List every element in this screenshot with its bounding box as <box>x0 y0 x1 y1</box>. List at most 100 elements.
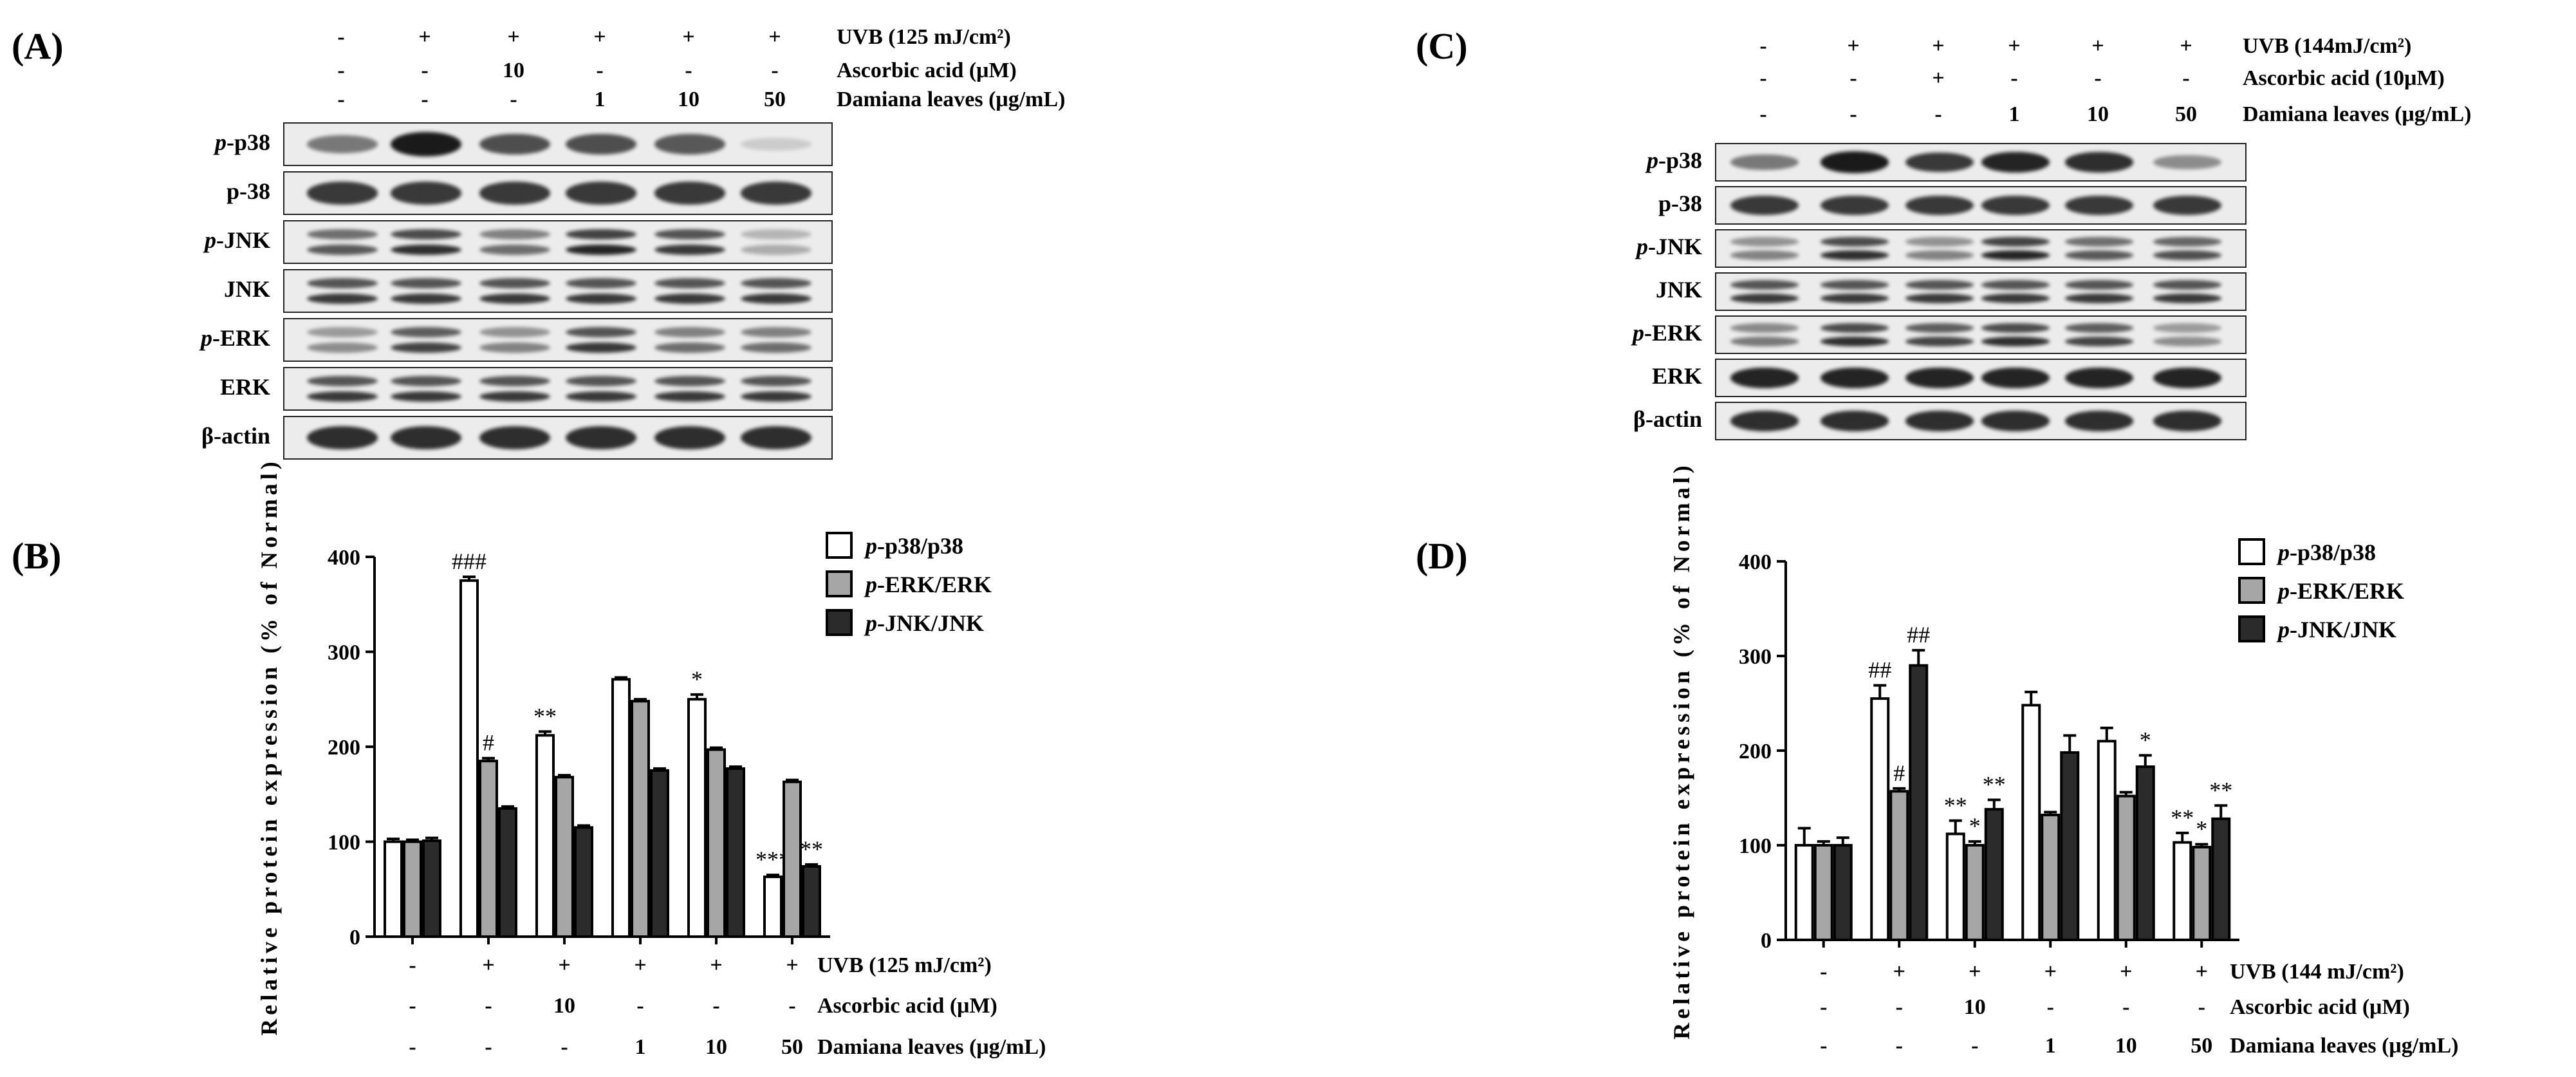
treatment-sign: - <box>485 1035 492 1059</box>
blot-band <box>1981 280 2050 290</box>
blot-label-name: JNK <box>1656 277 1702 303</box>
blot-band <box>390 131 462 157</box>
blot-strip <box>283 416 833 460</box>
panel-label-b: (B) <box>12 535 62 577</box>
treatment-sign: - <box>337 25 345 49</box>
blot-band <box>306 375 378 387</box>
bar <box>1870 697 1890 942</box>
blot-band <box>1981 323 2050 333</box>
blot-band <box>740 293 812 304</box>
treatment-sign: + <box>2044 960 2057 984</box>
treatment-sign: 50 <box>2175 102 2197 126</box>
blot-band <box>740 391 812 402</box>
blot-label-name: p-38 <box>1658 191 1702 216</box>
blot-band <box>740 326 812 338</box>
blot-band <box>654 293 726 304</box>
treatment-sign: - <box>685 59 692 82</box>
bar <box>2192 845 2212 941</box>
treatment-sign: 1 <box>594 88 606 111</box>
treatment-sign: - <box>1934 102 1942 126</box>
treatment-sign: - <box>2182 66 2190 90</box>
blot-band <box>2064 323 2134 333</box>
blot-label-prefix: p <box>214 129 227 155</box>
legend-entry: p-JNK/JNK <box>864 610 984 636</box>
significance-marker: ** <box>2171 805 2194 830</box>
blot-band <box>565 326 637 338</box>
legend-entry: p-ERK/ERK <box>864 572 992 597</box>
legend-prefix: p <box>2276 578 2290 604</box>
treatment-sign: - <box>1820 960 1828 984</box>
blot-band <box>740 426 812 450</box>
bar <box>384 840 403 938</box>
blot-strip <box>283 367 833 411</box>
blot-band <box>1981 237 2050 247</box>
blot-label-p-jnk: p-JNK <box>1503 233 1702 260</box>
blot-band <box>1730 367 1799 389</box>
blot-band <box>740 277 812 289</box>
blot-strip <box>1715 143 2247 182</box>
blot-strip <box>1715 359 2247 397</box>
bar <box>707 748 726 939</box>
treatment-sign: - <box>1971 1034 1979 1058</box>
bar <box>2097 740 2117 942</box>
blot-band <box>1981 411 2050 431</box>
blot-label-p-p38: p-p38 <box>71 129 270 156</box>
treatment-sign: + <box>418 25 431 49</box>
legend-swatch <box>2238 615 2265 642</box>
bar <box>2173 841 2192 941</box>
blot-band <box>565 133 637 155</box>
significance-marker: ** <box>2209 777 2232 803</box>
blot-band <box>1730 411 1799 431</box>
treatment-sign: + <box>1969 960 1981 984</box>
blot-label--actin: β-actin <box>71 422 270 449</box>
bar <box>1984 808 2004 942</box>
blot-band <box>390 391 462 402</box>
bar <box>1833 844 1853 941</box>
blot-band <box>654 244 726 256</box>
legend-entry: p-JNK/JNK <box>2276 617 2396 642</box>
blot-band <box>390 375 462 387</box>
blot-label-name: -JNK <box>216 227 270 253</box>
treatment-sign: + <box>1932 66 1945 90</box>
blot-band <box>2153 411 2222 431</box>
blot-band <box>565 375 637 387</box>
treatment-sign: - <box>485 994 492 1018</box>
blot-band <box>479 229 551 240</box>
significance-marker: * <box>1969 813 1981 839</box>
bar <box>555 776 574 938</box>
legend-prefix: p <box>864 572 877 597</box>
legend-prefix: p <box>2276 539 2290 565</box>
blot-label-name: -ERK <box>212 325 270 351</box>
treatment-sign: - <box>1895 1034 1903 1058</box>
blot-band <box>1905 152 1974 173</box>
blot-band <box>479 326 551 338</box>
treatment-label: Damiana leaves (μg/mL) <box>837 88 1066 111</box>
blot-band <box>2064 367 2134 389</box>
bar <box>611 678 631 939</box>
blot-label-p-erk: p-ERK <box>71 324 270 351</box>
legend-swatch <box>2238 538 2265 565</box>
treatment-sign: + <box>558 953 571 977</box>
legend-suffix: -ERK/ERK <box>2290 578 2404 604</box>
treatment-sign: - <box>1849 66 1857 90</box>
blot-band <box>306 277 378 289</box>
blot-band <box>390 277 462 289</box>
blot-label--actin: β-actin <box>1503 406 1702 433</box>
legend-swatch <box>826 532 853 559</box>
blot-band <box>1905 323 1974 333</box>
treatment-sign: - <box>788 994 796 1018</box>
blot-band <box>740 229 812 240</box>
treatment-sign: - <box>1895 995 1903 1019</box>
significance-marker: ** <box>533 703 557 729</box>
treatment-sign: 50 <box>2191 1034 2213 1058</box>
treatment-sign: + <box>1893 960 1905 984</box>
treatment-label: Damiana leaves (μg/mL) <box>2243 102 2472 126</box>
treatment-sign: - <box>510 88 517 111</box>
blot-band <box>479 133 551 155</box>
y-tick-label: 100 <box>1739 834 1772 858</box>
blot-band <box>740 138 812 151</box>
blot-band <box>654 326 726 338</box>
blot-band <box>1981 151 2050 173</box>
blot-band <box>1730 195 1799 216</box>
